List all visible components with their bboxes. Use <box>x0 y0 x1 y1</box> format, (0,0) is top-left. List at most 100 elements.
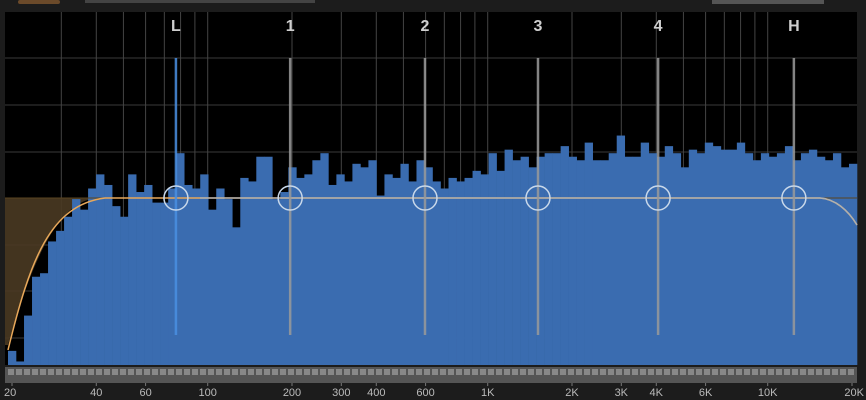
key <box>112 369 118 375</box>
top-field[interactable] <box>712 0 824 4</box>
key <box>784 369 790 375</box>
key <box>144 369 150 375</box>
key <box>392 369 398 375</box>
freq-tick-label: 3K <box>615 387 629 399</box>
key <box>256 369 262 375</box>
key <box>688 369 694 375</box>
top-button[interactable] <box>18 0 60 4</box>
key <box>136 369 142 375</box>
spectrum-bar <box>216 188 225 365</box>
band-handle[interactable] <box>645 185 671 211</box>
spectrum-bar <box>232 227 241 365</box>
key <box>88 369 94 375</box>
spectrum-bar <box>688 149 698 365</box>
key <box>432 369 438 375</box>
band-label[interactable]: 3 <box>534 18 543 35</box>
spectrum-bar <box>320 153 329 365</box>
band-handle[interactable] <box>412 185 438 211</box>
spectrum-bar <box>544 153 553 365</box>
band-handle[interactable] <box>163 185 189 211</box>
key <box>736 369 742 375</box>
spectrum-bar <box>264 156 273 365</box>
key <box>840 369 846 375</box>
spectrum-bar <box>616 135 626 365</box>
band-handle[interactable] <box>525 185 551 211</box>
spectrum-bar <box>736 142 746 365</box>
key <box>168 369 174 375</box>
spectrum-bar <box>840 167 850 365</box>
band-label[interactable]: 1 <box>286 18 295 35</box>
key <box>200 369 206 375</box>
key <box>96 369 102 375</box>
spectrum-bar <box>680 167 690 365</box>
spectrum-bar <box>208 209 217 365</box>
key <box>800 369 806 375</box>
key <box>360 369 366 375</box>
key <box>752 369 758 375</box>
spectrum-bar <box>8 350 17 365</box>
freq-tick-label: 60 <box>139 387 151 399</box>
key <box>488 369 494 375</box>
band-label[interactable]: 4 <box>654 18 663 35</box>
low-cut-fill <box>5 198 100 345</box>
band-label[interactable]: H <box>788 18 800 35</box>
spectrum-bar <box>120 216 129 365</box>
spectrum-bar <box>408 181 417 365</box>
spectrum-bar <box>344 181 353 365</box>
key <box>808 369 814 375</box>
key <box>568 369 574 375</box>
key <box>312 369 318 375</box>
key <box>616 369 622 375</box>
spectrum-bar <box>192 188 201 365</box>
key <box>528 369 534 375</box>
key <box>328 369 334 375</box>
spectrum-bar <box>352 163 361 365</box>
key <box>184 369 190 375</box>
freq-tick-label: 20K <box>844 387 864 399</box>
key <box>680 369 686 375</box>
spectrum-bar <box>360 167 369 365</box>
spectrum-bar <box>72 199 81 365</box>
spectrum-bar <box>440 188 449 365</box>
spectrum-bar <box>400 163 409 365</box>
top-slider[interactable] <box>85 0 315 3</box>
key <box>224 369 230 375</box>
band-handle[interactable] <box>781 185 807 211</box>
spectrum-bar <box>824 160 834 365</box>
key <box>216 369 222 375</box>
spectrum-bar <box>784 146 794 365</box>
key <box>760 369 766 375</box>
spectrum-bar <box>224 199 233 365</box>
band-handle[interactable] <box>277 185 303 211</box>
key <box>320 369 326 375</box>
key <box>608 369 614 375</box>
spectrum-bar <box>488 153 497 365</box>
key <box>176 369 182 375</box>
spectrum-bar <box>456 181 465 365</box>
spectrum-bar <box>312 160 321 365</box>
spectrum-bar <box>608 153 618 365</box>
eq-curve-overlay <box>200 197 858 226</box>
spectrum-bar <box>24 315 33 365</box>
spectrum-bar <box>632 156 642 365</box>
key <box>648 369 654 375</box>
spectrum-bar <box>152 202 161 365</box>
key <box>816 369 822 375</box>
key <box>376 369 382 375</box>
key <box>672 369 678 375</box>
key <box>712 369 718 375</box>
spectrum-bar <box>496 170 505 365</box>
spectrum-bar <box>64 216 73 365</box>
key <box>480 369 486 375</box>
key <box>744 369 750 375</box>
band-label[interactable]: L <box>171 18 181 35</box>
band-label[interactable]: 2 <box>421 18 430 35</box>
key <box>352 369 358 375</box>
key <box>24 369 30 375</box>
spectrum-bar <box>384 174 393 365</box>
spectrum-bar <box>416 160 425 365</box>
key <box>544 369 550 375</box>
key <box>280 369 286 375</box>
key <box>600 369 606 375</box>
